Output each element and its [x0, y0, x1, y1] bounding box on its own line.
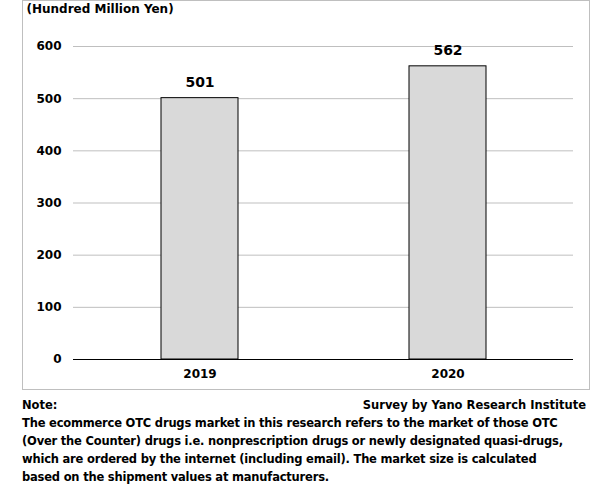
svg-text:501: 501	[185, 74, 214, 90]
html-text:Survey by Yano Research Instit: Survey by Yano Research Institute	[362, 398, 586, 412]
svg-text:200: 200	[36, 248, 61, 262]
svg-text:(Hundred Million Yen): (Hundred Million Yen)	[27, 2, 174, 16]
svg-text:2020: 2020	[431, 367, 464, 381]
svg-text:400: 400	[36, 144, 61, 158]
svg-text:562: 562	[433, 42, 462, 58]
svg-text:600: 600	[36, 39, 61, 53]
html-text:The ecommerce OTC drugs market: The ecommerce OTC drugs market in this r…	[22, 416, 558, 430]
html-text:based on the shipment values a: based on the shipment values at manufact…	[22, 470, 329, 484]
svg-text:300: 300	[36, 196, 61, 210]
html-text:which are ordered by the inter: which are ordered by the internet (inclu…	[22, 452, 537, 466]
svg-text:100: 100	[36, 300, 61, 314]
html-text:Note:: Note:	[22, 398, 58, 412]
svg-text:500: 500	[36, 92, 61, 106]
svg-text:2019: 2019	[183, 367, 216, 381]
html-text:(Over the Counter) drugs i.e.: (Over the Counter) drugs i.e. nonprescri…	[22, 434, 563, 448]
svg-text:0: 0	[53, 352, 61, 366]
